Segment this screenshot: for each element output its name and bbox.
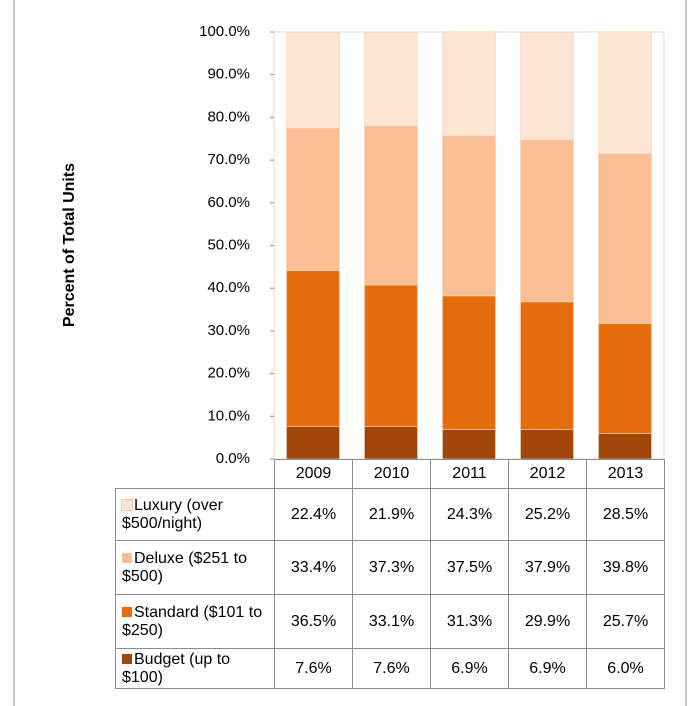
x-tick-label: 2009 [274,459,353,489]
bar-segment [598,153,652,324]
data-label: 31.3% [430,594,509,649]
data-label: 37.3% [352,540,431,595]
data-label: 33.4% [274,540,353,595]
bar-segment [520,301,574,430]
data-label: 7.6% [274,648,353,689]
series-row: Budget (up to $100) 7.6% 7.6% 6.9% 6.9% 6.0% [115,648,665,689]
bar-segment [598,323,652,434]
legend-cell: Budget (up to $100) [115,648,275,689]
y-tick-label: 50.0% [207,236,250,253]
header-row: 2009 2010 2011 2012 2013 [116,459,665,489]
data-label: 25.2% [508,488,587,541]
data-label: 21.9% [352,488,431,541]
frame [13,0,687,706]
legend-cell: Luxury (over $500/night) [115,488,275,541]
data-label: 36.5% [274,594,353,649]
bar-segment [442,295,496,430]
x-tick-label: 2011 [430,459,509,489]
legend-swatch [122,653,132,664]
data-label: 6.9% [430,648,509,689]
bar-segment [286,127,340,271]
bar-segment [442,135,496,297]
bar-segment [286,32,340,129]
series-row: Deluxe ($251 to $500) 33.4% 37.3% 37.5% 37.9… [115,540,665,595]
bar-segment [364,284,418,427]
legend-swatch [121,498,133,511]
bar-segment [598,31,652,154]
legend-swatch [122,552,132,563]
data-label: 37.9% [508,540,587,595]
bar-segment [364,125,418,286]
data-label: 37.5% [430,540,509,595]
series-row: Luxury (over $500/night) 22.4% 21.9% 24.3% 2… [115,488,665,541]
data-label: 39.8% [586,540,665,595]
x-tick-label: 2013 [586,459,665,489]
bar-segment [364,426,418,460]
bar-segment [364,32,418,127]
y-tick-label: 20.0% [207,365,250,382]
data-label: 6.9% [508,648,587,689]
y-tick-label: 60.0% [207,194,250,211]
y-axis-label: Percent of Total Units [61,163,78,327]
x-tick-label: 2010 [352,459,431,489]
x-tick-label: 2012 [508,459,587,489]
y-tick-label: 10.0% [207,407,250,424]
legend-swatch [122,606,132,617]
y-tick-label: 90.0% [207,66,250,83]
bar-segment [442,429,496,460]
bar-segment [520,429,574,460]
data-label: 33.1% [352,594,431,649]
bar-segment [520,139,574,303]
blank-cell [116,460,275,489]
y-tick-label: 70.0% [207,151,250,168]
data-table: 2009 2010 2011 2012 2013 Luxury (over $500/ni… [115,459,665,689]
bar-segment [520,32,574,141]
y-tick-label: 100.0% [199,23,250,40]
bar-segment [442,31,496,137]
bar-segment [286,270,340,427]
series-row: Standard ($101 to $250) 36.5% 33.1% 31.3% 29… [115,594,665,649]
legend-label: Budget (up to $100) [122,650,231,686]
y-tick-label: 30.0% [207,322,250,339]
bar-segment [286,426,340,460]
data-label: 22.4% [274,488,353,541]
legend-label: Deluxe ($251 to $500) [122,549,247,585]
legend-label: Standard ($101 to $250) [122,603,263,639]
data-label: 6.0% [586,648,665,689]
data-label: 29.9% [508,594,587,649]
y-tick-label: 0.0% [216,450,250,467]
data-label: 7.6% [352,648,431,689]
legend-cell: Deluxe ($251 to $500) [115,540,275,595]
legend-label: Luxury (over $500/night) [122,496,223,532]
y-tick-label: 40.0% [207,279,250,296]
y-tick-label: 80.0% [207,108,250,125]
bar-segment [598,433,652,460]
data-label: 25.7% [586,594,665,649]
data-label: 24.3% [430,488,509,541]
data-label: 28.5% [586,488,665,541]
legend-cell: Standard ($101 to $250) [115,594,275,649]
